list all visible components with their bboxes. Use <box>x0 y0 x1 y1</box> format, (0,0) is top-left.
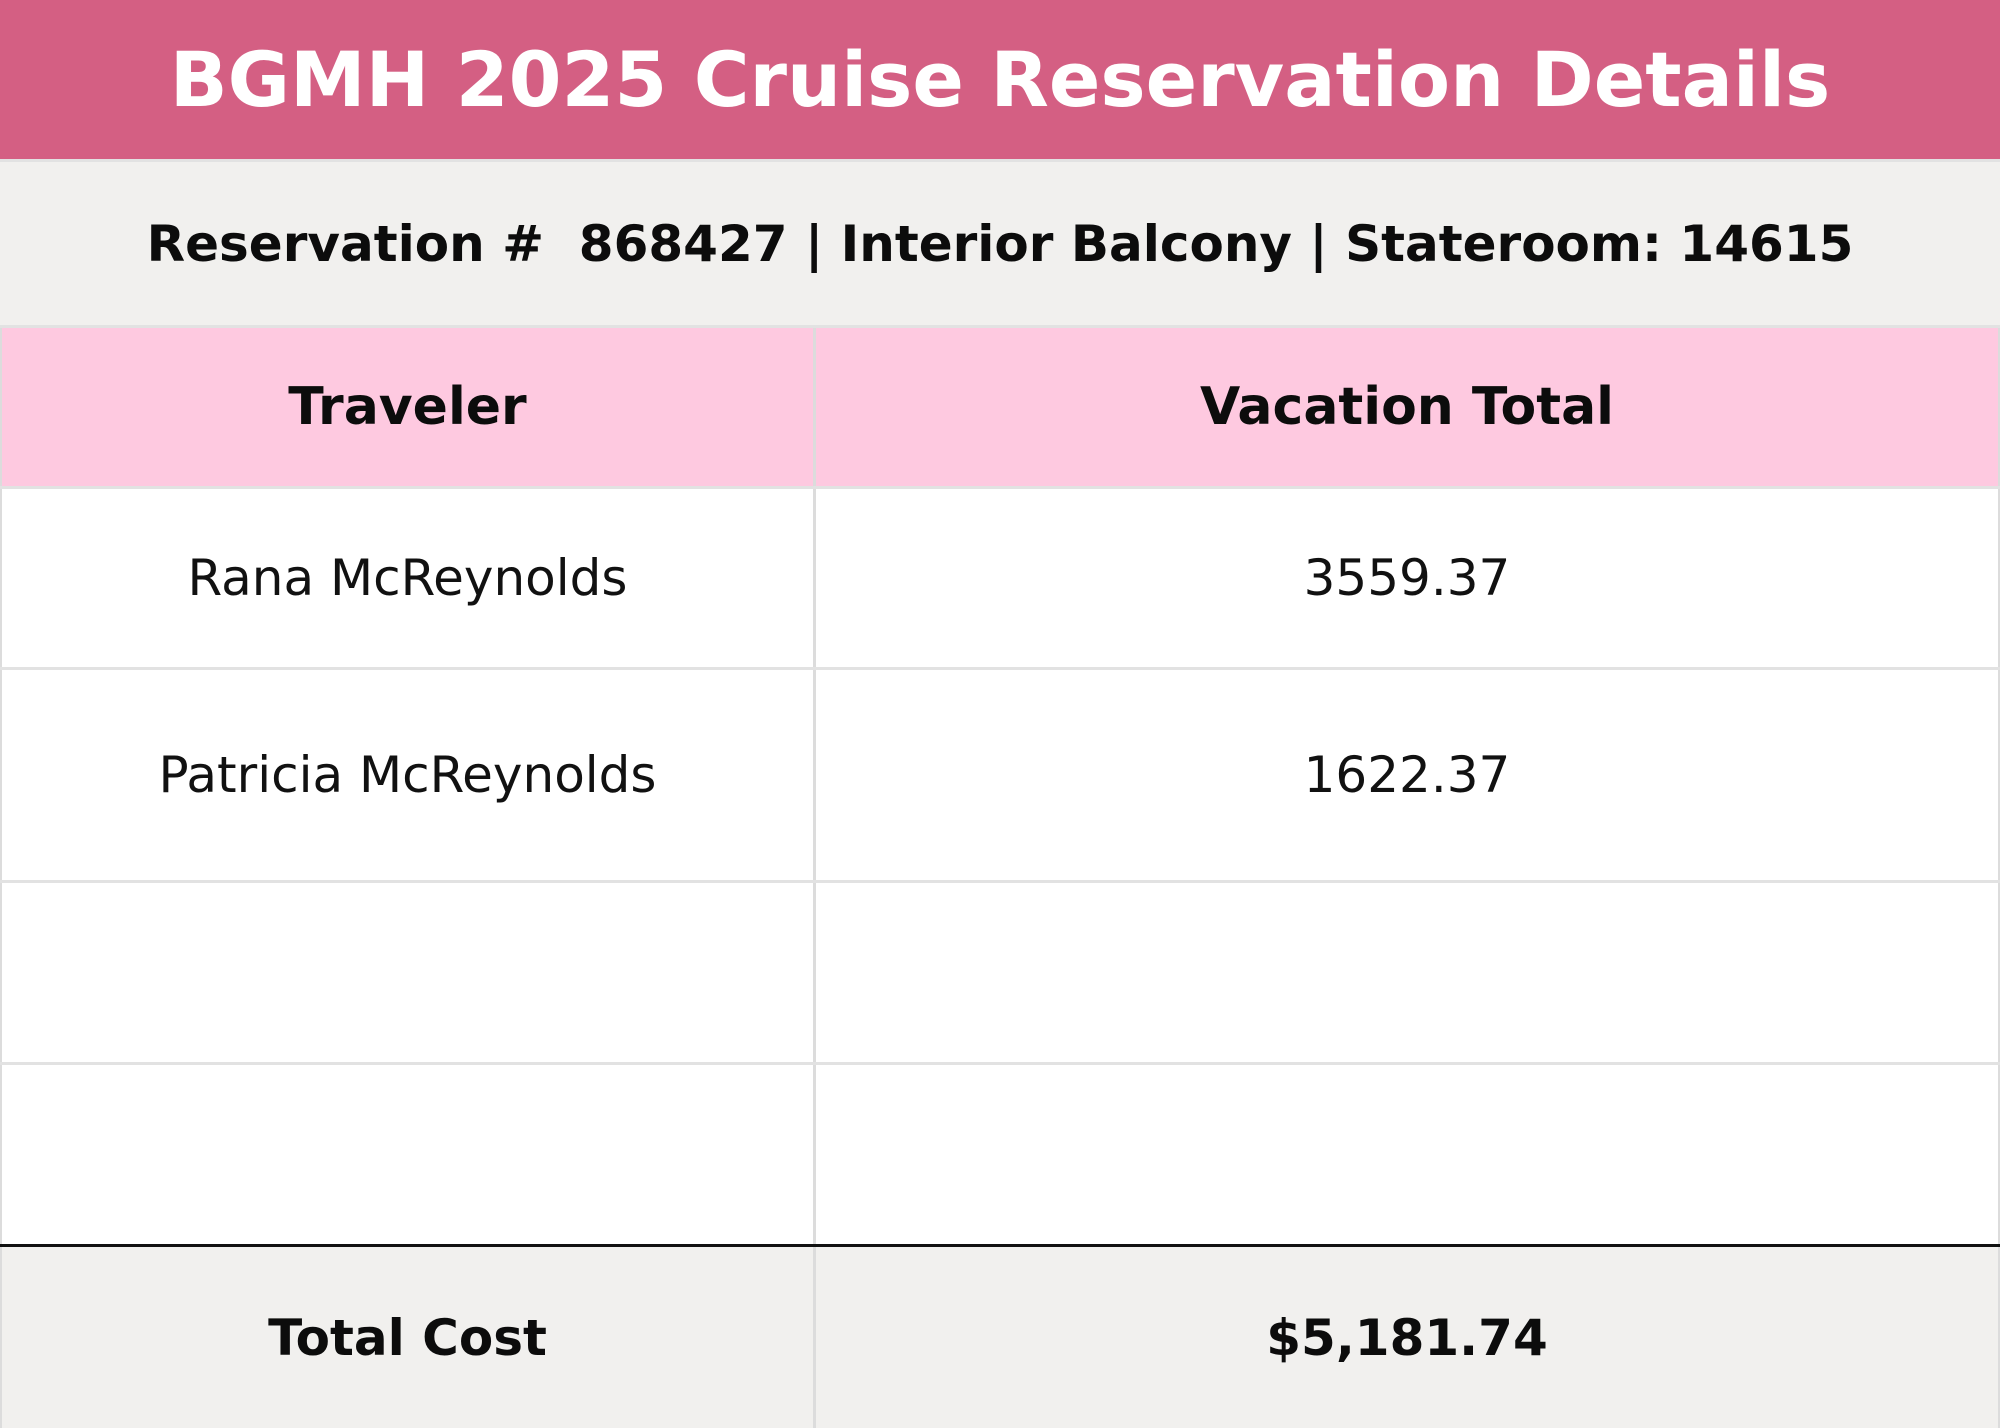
table-row <box>0 883 2000 1065</box>
reservation-info-bar: Reservation # 868427 | Interior Balcony … <box>0 159 2000 328</box>
header-traveler: Traveler <box>0 328 816 486</box>
traveler-cell <box>0 1065 816 1244</box>
total-cost-label: Total Cost <box>0 1247 816 1428</box>
vacation-total-cell <box>816 883 2000 1062</box>
table-row: Patricia McReynolds 1622.37 <box>0 670 2000 883</box>
traveler-cell: Patricia McReynolds <box>0 670 816 880</box>
total-cost-value: $5,181.74 <box>816 1247 2000 1428</box>
page-title: BGMH 2025 Cruise Reservation Details <box>169 35 1831 124</box>
total-cost-row: Total Cost $5,181.74 <box>0 1247 2000 1428</box>
reservation-info: Reservation # 868427 | Interior Balcony … <box>146 214 1854 273</box>
vacation-total-cell: 3559.37 <box>816 489 2000 667</box>
traveler-cell: Rana McReynolds <box>0 489 816 667</box>
vacation-total-cell: 1622.37 <box>816 670 2000 880</box>
vacation-total-cell <box>816 1065 2000 1244</box>
table-row <box>0 1065 2000 1247</box>
traveler-cell <box>0 883 816 1062</box>
table-header-row: Traveler Vacation Total <box>0 328 2000 489</box>
table-row: Rana McReynolds 3559.37 <box>0 489 2000 670</box>
header-vacation-total: Vacation Total <box>816 328 2000 486</box>
title-banner: BGMH 2025 Cruise Reservation Details <box>0 0 2000 159</box>
